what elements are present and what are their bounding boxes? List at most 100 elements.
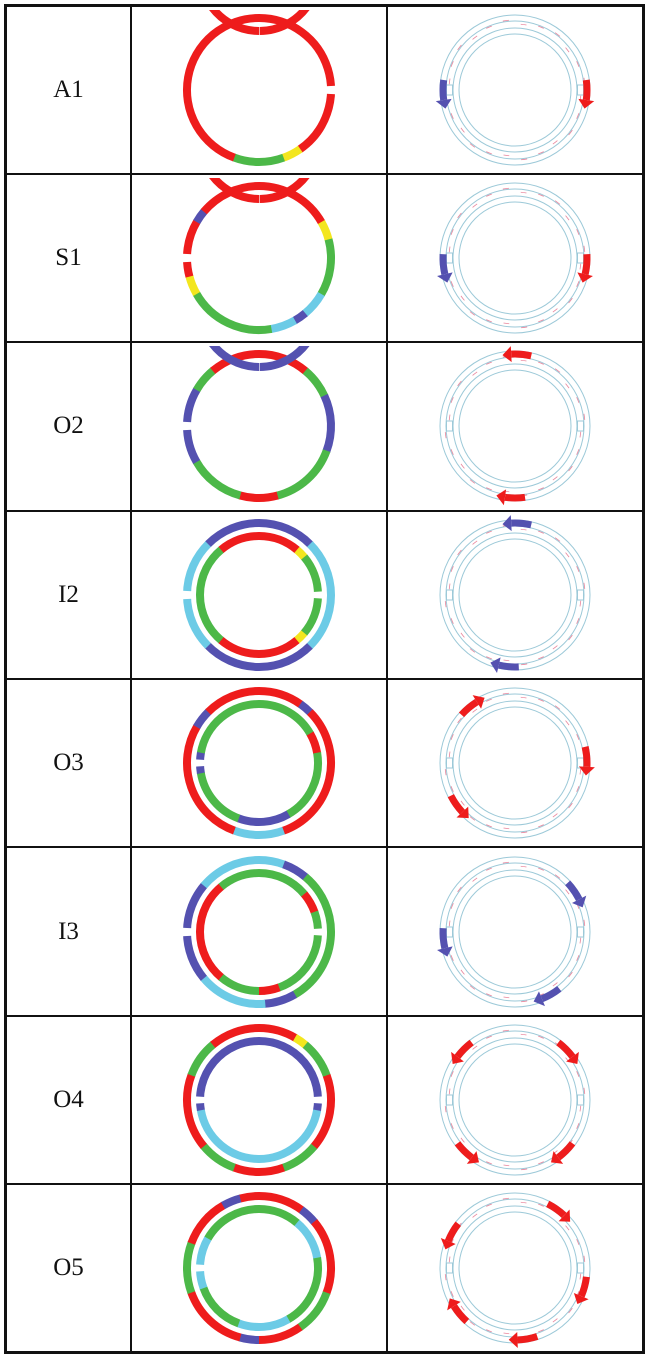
outer-ring-segment	[240, 496, 278, 499]
current-diagram	[425, 683, 605, 843]
field-pattern	[174, 515, 344, 675]
outline-circle	[459, 876, 571, 988]
current-arrow-head	[579, 767, 595, 776]
outline-circle	[446, 357, 584, 495]
current-trace	[449, 247, 450, 253]
current-arrow-body	[558, 1143, 572, 1157]
outer-ring-segment	[284, 864, 306, 877]
outer-ring-segment	[234, 157, 284, 162]
outline-circle	[453, 701, 577, 825]
inner-ring-segment	[310, 734, 317, 754]
current-arrow-body	[585, 747, 587, 767]
inner-ring	[200, 178, 318, 261]
mode-label: S1	[6, 174, 132, 342]
field-pattern	[174, 178, 344, 338]
outline-circle	[453, 533, 577, 657]
field-pattern	[174, 1020, 344, 1180]
inner-ring-segment	[297, 550, 305, 558]
current-trace	[521, 361, 527, 362]
outline-circle	[440, 857, 590, 1007]
outer-ring-segment	[321, 222, 328, 240]
outer-ring-segment	[265, 994, 295, 1003]
outer-ring-segment	[196, 462, 240, 496]
outline-circle	[459, 1044, 571, 1156]
mode-label: O5	[6, 1184, 132, 1352]
current-trace	[521, 192, 527, 193]
current-trace	[473, 372, 478, 376]
outline-circle	[440, 351, 590, 501]
outline-slot	[578, 85, 584, 95]
current-trace	[521, 1202, 527, 1203]
outer-ring-segment	[271, 320, 295, 329]
current-arrow-body	[458, 1042, 472, 1056]
inner-ring-segment	[259, 536, 297, 550]
outline-slot	[578, 590, 584, 600]
outline-circle	[459, 539, 571, 651]
field-cell	[131, 1016, 387, 1184]
current-arrow-body	[518, 1337, 538, 1340]
inner-ring	[200, 346, 318, 429]
inner-ring-segment	[304, 894, 314, 912]
inner-ring-segment	[258, 987, 279, 991]
outline-circle	[446, 526, 584, 664]
current-diagram	[425, 1020, 605, 1180]
current-cell	[387, 174, 644, 342]
current-arrow-body	[443, 80, 444, 100]
current-trace	[449, 920, 450, 926]
mode-row: O3	[6, 679, 644, 847]
current-diagram	[425, 346, 605, 506]
outline-circle	[446, 21, 584, 159]
field-cell	[131, 847, 387, 1015]
current-trace	[461, 1306, 465, 1311]
field-pattern	[174, 346, 344, 506]
outer-ring-segment	[240, 1337, 259, 1340]
current-trace	[449, 415, 450, 421]
current-cell	[387, 6, 644, 174]
current-trace	[461, 464, 465, 469]
current-arrow-body	[581, 1277, 586, 1296]
mode-row: S1	[6, 174, 644, 342]
current-trace	[566, 216, 570, 221]
outer-ring-segment	[321, 239, 331, 294]
current-trace	[553, 140, 558, 144]
mode-row: I2	[6, 511, 644, 679]
mode-row: O4	[6, 1016, 644, 1184]
current-trace	[461, 801, 465, 806]
outline-circle	[459, 1212, 571, 1324]
mode-row: A1	[6, 6, 644, 174]
current-trace	[461, 128, 465, 133]
outer-ring-segment	[187, 1243, 192, 1293]
current-arrow-head	[578, 99, 594, 109]
current-trace	[521, 1034, 527, 1035]
current-diagram	[425, 1188, 605, 1348]
outer-ring-segment	[196, 293, 271, 330]
inner-ring-segment	[200, 1238, 208, 1288]
mode-row: O2	[6, 342, 644, 510]
outer-ring	[187, 860, 331, 1004]
current-trace	[580, 937, 581, 943]
current-arrow-body	[558, 1042, 572, 1056]
inner-ring-segment	[259, 1209, 297, 1223]
outline-circle	[453, 1038, 577, 1162]
outline-slot	[578, 1263, 584, 1273]
current-arrows	[451, 1042, 579, 1163]
outer-ring-segment	[277, 451, 327, 496]
current-arrow-head	[509, 1332, 518, 1348]
outline-slot	[447, 253, 453, 263]
outline-circle	[446, 189, 584, 327]
inner-ring	[200, 10, 318, 93]
current-trace	[461, 633, 465, 638]
current-trace	[461, 296, 465, 301]
current-trace	[504, 828, 510, 829]
outer-ring-segment	[259, 1028, 296, 1038]
current-trace	[553, 982, 558, 986]
current-trace	[580, 1274, 581, 1280]
modes-table-body: A1 S1 O2 I2 O3 I3 O4 O5	[6, 6, 644, 1353]
current-trace	[473, 204, 478, 208]
current-trace	[504, 323, 510, 324]
current-trace	[473, 541, 478, 545]
resonator-outline	[440, 183, 590, 333]
current-trace	[504, 1333, 510, 1334]
current-trace	[449, 1257, 450, 1263]
outer-ring-segment	[191, 1292, 240, 1338]
